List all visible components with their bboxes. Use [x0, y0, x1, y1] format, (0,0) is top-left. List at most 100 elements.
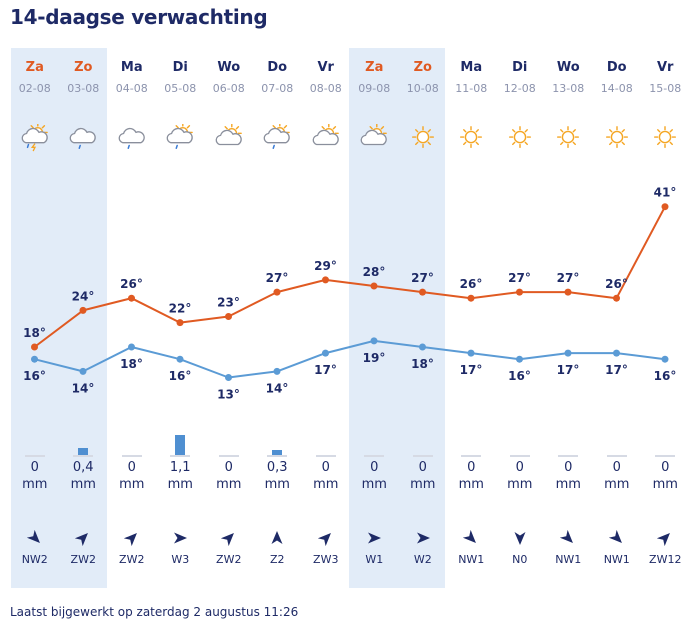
cloud-rain-icon — [118, 124, 146, 152]
day-column: Do 07-08 0,3 mm Z2 — [253, 48, 302, 588]
rain-amount: 0 mm — [302, 459, 351, 493]
rain-amount: 0 mm — [593, 459, 642, 493]
min-temp-label: 17° — [605, 363, 628, 377]
wind-label: ZW3 — [313, 553, 339, 566]
max-temp-line-point — [322, 276, 329, 284]
wind-direction-arrow-icon — [269, 530, 285, 546]
min-temp-label: 17° — [460, 363, 483, 377]
sun-icon — [409, 124, 437, 152]
wind-label: NW1 — [555, 553, 582, 566]
wind-label: ZW2 — [70, 553, 96, 566]
day-column: Ma 11-08 0 mm NW1 — [447, 48, 496, 588]
day-name: Wo — [556, 60, 580, 75]
day-column: Di 12-08 0 mm N0 — [496, 48, 545, 588]
wind-label: ZW12 — [649, 553, 682, 566]
day-date: 08-08 — [309, 82, 342, 95]
rain-value: 0 — [127, 460, 136, 475]
min-temp-label: 14° — [72, 381, 95, 395]
sun-cloud-rain-icon — [263, 122, 291, 152]
rain-bar-baseline — [364, 455, 384, 457]
day-date: 14-08 — [600, 82, 633, 95]
rain-value: 0 — [467, 460, 476, 475]
max-temp-label: 23° — [217, 296, 240, 310]
min-temp-label: 18° — [120, 357, 143, 371]
rain-unit: mm — [555, 477, 581, 492]
day-date: 13-08 — [552, 82, 585, 95]
cloud-rain-icon — [69, 124, 97, 152]
wind-direction-arrow-icon — [74, 530, 91, 547]
partly-cloudy-icon — [312, 123, 340, 152]
rain-amount: 0 mm — [496, 459, 545, 493]
rain-unit: mm — [313, 477, 339, 492]
max-temp-line-point — [516, 288, 523, 296]
rain-bar — [272, 449, 282, 455]
max-temp-label: 26° — [460, 277, 483, 291]
min-temp-line-point — [79, 367, 87, 375]
rain-value: 0 — [370, 460, 379, 475]
rain-bar-baseline — [461, 455, 481, 457]
wind-direction-arrow-icon — [26, 529, 43, 546]
rain-bar-baseline — [315, 455, 336, 457]
day-date: 09-08 — [358, 82, 391, 95]
wind-direction-arrow-icon — [220, 530, 237, 547]
min-temp-label: 17° — [557, 363, 580, 377]
max-temp-line-point — [128, 294, 135, 302]
max-temp-label: 41° — [654, 186, 677, 200]
wind-direction-arrow-icon — [366, 530, 382, 546]
rain-bar-baseline — [218, 455, 239, 457]
rain-value: 0 — [30, 460, 39, 475]
min-temp-line-point — [516, 355, 523, 363]
rain-amount: 0,3 mm — [253, 459, 302, 493]
max-temp-label: 29° — [314, 259, 337, 273]
max-temp-label: 27° — [266, 271, 289, 285]
rain-unit: mm — [507, 477, 533, 492]
min-temp-label: 16° — [169, 369, 192, 383]
rain-bar-baseline — [655, 455, 675, 457]
rain-bar — [175, 434, 185, 455]
sun-icon — [603, 124, 631, 152]
max-temp-line-point — [419, 288, 426, 296]
rain-amount: 0,4 mm — [59, 459, 108, 493]
day-name: Vr — [317, 60, 334, 75]
max-temp-label: 24° — [72, 289, 95, 303]
day-column: Wo 13-08 0 mm NW1 — [544, 48, 593, 588]
day-date: 15-08 — [649, 82, 682, 95]
rain-amount: 0 mm — [350, 459, 399, 493]
rain-bar-baseline — [73, 455, 93, 457]
wind-label: W2 — [413, 553, 432, 566]
min-temp-line-point — [467, 349, 475, 357]
rain-unit: mm — [458, 477, 484, 492]
day-name: Do — [267, 60, 288, 75]
wind-label: N0 — [512, 553, 528, 566]
rain-bar — [78, 447, 88, 455]
max-temp-line-point — [225, 313, 232, 320]
rain-value: 0 — [612, 460, 621, 475]
wind-label: NW2 — [21, 553, 48, 566]
rain-unit: mm — [167, 477, 193, 492]
max-temp-label: 18° — [23, 326, 46, 340]
rain-value: 0,4 — [72, 460, 94, 475]
min-temp-line-point — [370, 337, 378, 345]
max-temp-line-point — [31, 343, 38, 351]
day-name: Za — [365, 60, 384, 75]
rain-unit: mm — [22, 477, 48, 492]
rain-unit: mm — [410, 477, 436, 492]
day-name: Ma — [120, 60, 143, 75]
day-date: 03-08 — [67, 82, 100, 95]
day-column: Za 02-08 0 mm NW2 — [11, 48, 60, 588]
rain-bar-baseline — [606, 455, 627, 457]
day-date: 05-08 — [164, 82, 197, 95]
wind-direction-arrow-icon — [172, 530, 188, 546]
wind-direction-arrow-icon — [608, 529, 625, 546]
day-name: Do — [606, 60, 627, 75]
wind-direction-arrow-icon — [656, 530, 673, 547]
rain-value: 0,3 — [266, 460, 288, 475]
min-temp-line-point — [419, 343, 426, 351]
thunderstorm-sun-icon — [21, 122, 49, 152]
rain-amount: 0 mm — [544, 459, 593, 493]
rain-bar-baseline — [412, 455, 433, 457]
rain-amount: 1,1 mm — [156, 459, 205, 493]
day-column: Di 05-08 1,1 mm W3 — [156, 48, 205, 588]
day-date: 07-08 — [261, 82, 294, 95]
temperature-chart: 18° 16° 24° 14° 26° 18° 22° 16° 23° 13° 27° 14° 29° 1… — [23, 186, 677, 402]
